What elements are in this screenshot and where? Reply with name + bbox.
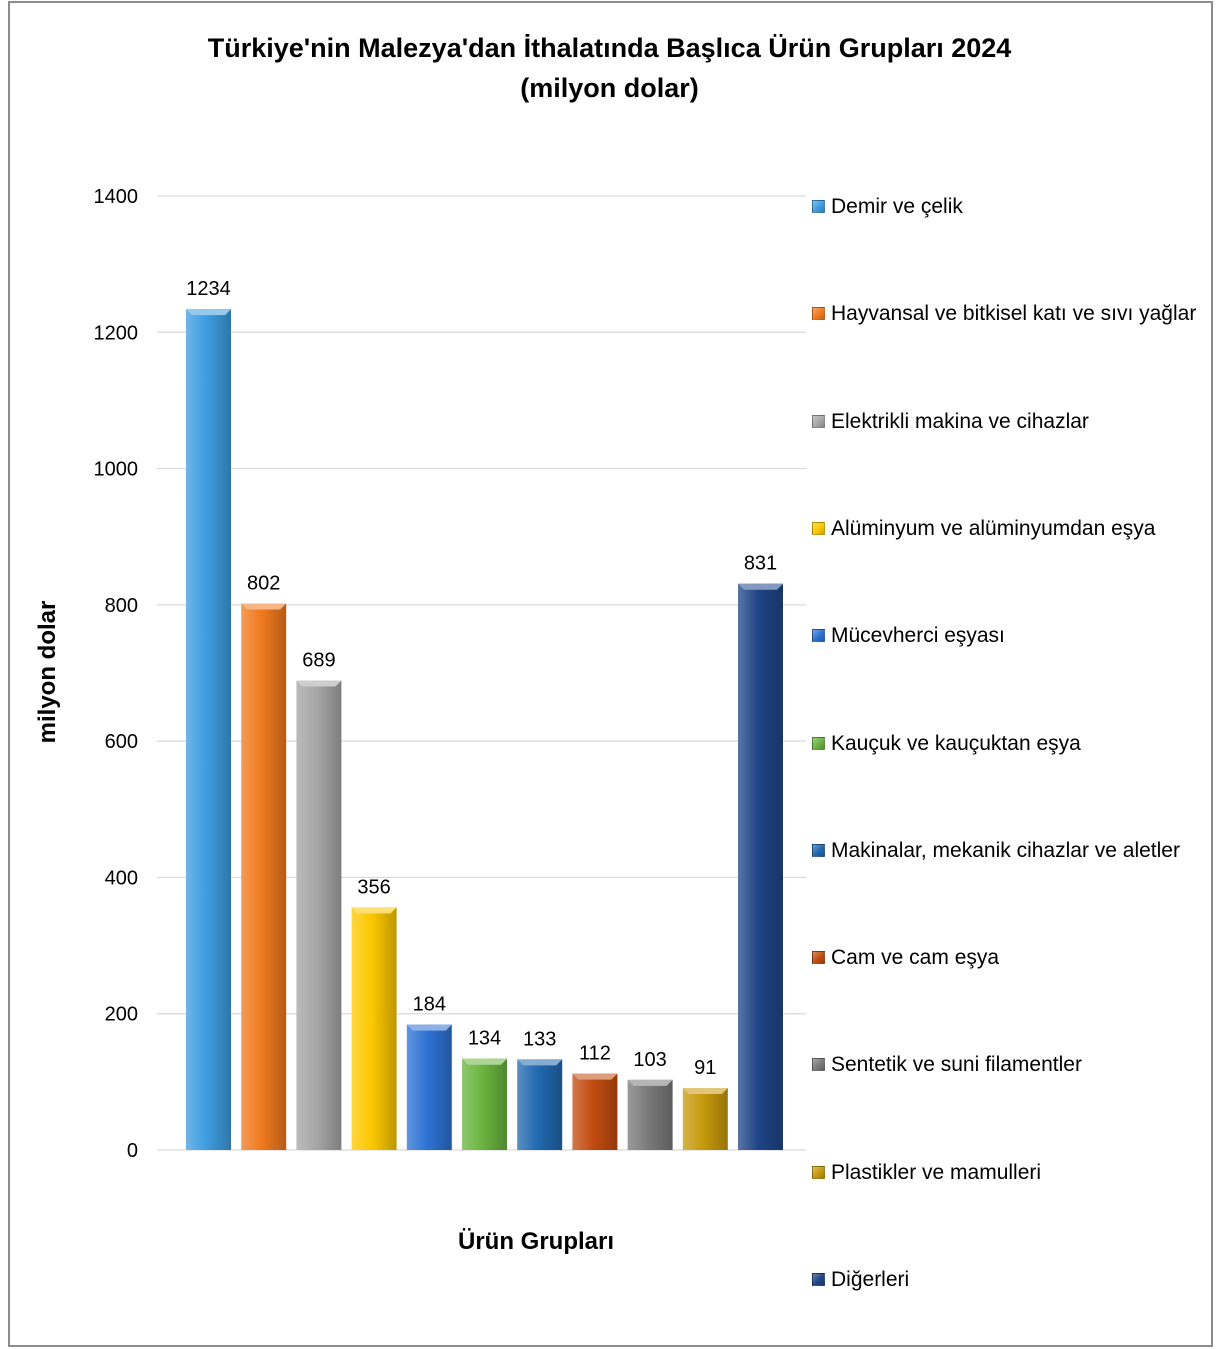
data-label: 133 (523, 1028, 556, 1050)
legend-item: Diğerleri (812, 1263, 1197, 1296)
legend-swatch (812, 951, 825, 965)
legend-label: Diğerleri (831, 1268, 910, 1291)
bar-5 (406, 1024, 452, 1150)
legend-label: Hayvansal ve bitkisel katı ve sıvı yağla… (831, 302, 1197, 326)
y-tick-label: 1000 (94, 459, 139, 481)
legend-label: Makinalar, mekanik cihazlar ve aletler (831, 838, 1180, 862)
bar-11 (738, 583, 783, 1150)
bar-7 (517, 1059, 563, 1150)
data-label: 356 (357, 876, 390, 898)
legend-swatch (812, 307, 825, 321)
bar-bevel (351, 907, 397, 914)
legend-item: Cam ve cam eşya (812, 941, 1197, 974)
legend-item: Kauçuk ve kauçuktan eşya (812, 727, 1197, 760)
chart-title: Türkiye'nin Malezya'dan İthalatında Başl… (0, 28, 1219, 108)
bar-9 (627, 1079, 673, 1150)
data-label: 91 (694, 1057, 716, 1079)
data-label: 831 (744, 553, 777, 575)
legend-item: Elektrikli makina ve cihazlar (812, 405, 1197, 438)
legend-label: Kauçuk ve kauçuktan eşya (831, 731, 1081, 755)
data-label: 689 (302, 649, 335, 671)
legend-swatch (812, 843, 825, 857)
legend-swatch (812, 1273, 825, 1286)
bar-10 (682, 1087, 728, 1150)
chart-title-line-1: Türkiye'nin Malezya'dan İthalatında Başl… (207, 33, 1012, 63)
data-label: 112 (579, 1043, 611, 1065)
bar-bevel (462, 1058, 507, 1065)
legend-swatch (812, 521, 825, 535)
data-label: 103 (633, 1049, 666, 1071)
y-axis-ticks: 0 200 400 600 800 1000 1200 1400 (94, 186, 139, 1162)
bars (186, 309, 783, 1150)
legend-item: Mücevherci eşyası (812, 619, 1197, 652)
bar-bevel (517, 1059, 563, 1066)
legend-swatch (812, 629, 825, 643)
y-tick-label: 600 (105, 731, 138, 753)
data-label: 1234 (186, 278, 231, 300)
y-tick-label: 1200 (94, 322, 139, 344)
legend-swatch (812, 200, 825, 213)
bar-bevel (572, 1073, 618, 1080)
y-tick-label: 800 (105, 595, 138, 617)
legend-label: Elektrikli makina ve cihazlar (831, 409, 1089, 433)
legend-label: Plastikler ve mamulleri (831, 1160, 1042, 1184)
legend-item: Makinalar, mekanik cihazlar ve aletler (812, 834, 1197, 867)
bar-1 (186, 309, 231, 1150)
data-labels: 1234 802 689 356 184 134 133 112 103 91 831 (186, 278, 777, 1079)
x-axis-title: Ürün Grupları (457, 1228, 615, 1255)
chart-title-line-2: (milyon dolar) (520, 73, 699, 103)
bar-bevel (296, 680, 342, 687)
data-label: 802 (247, 572, 280, 594)
bar-bevel (186, 309, 231, 316)
legend-item: Hayvansal ve bitkisel katı ve sıvı yağla… (812, 297, 1197, 330)
legend-swatch (812, 736, 825, 750)
legend-label: Mücevherci eşyası (831, 624, 1005, 648)
legend-item: Alüminyum ve alüminyumdan eşya (812, 512, 1197, 545)
legend-item: Sentetik ve suni filamentler (812, 1048, 1197, 1081)
legend-label: Alüminyum ve alüminyumdan eşya (831, 516, 1156, 540)
bar-6 (462, 1058, 507, 1150)
legend-item: Plastikler ve mamulleri (812, 1156, 1197, 1189)
bar-8 (572, 1073, 618, 1150)
bar-bevel (627, 1079, 673, 1086)
bar-bevel (241, 603, 287, 610)
bar-2 (241, 603, 287, 1150)
y-tick-label: 1400 (94, 186, 139, 208)
data-label: 184 (413, 994, 446, 1016)
bar-3 (296, 680, 342, 1150)
legend-label: Cam ve cam eşya (831, 946, 1000, 970)
y-tick-label: 200 (105, 1004, 138, 1026)
y-tick-label: 400 (105, 867, 138, 889)
legend-swatch (812, 414, 825, 428)
data-label: 134 (468, 1028, 501, 1050)
bar-4 (351, 907, 397, 1150)
legend-label: Demir ve çelik (831, 195, 963, 218)
legend-label: Sentetik ve suni filamentler (831, 1053, 1082, 1077)
bar-bevel (738, 583, 783, 590)
bar-bevel (406, 1024, 452, 1031)
legend-swatch (812, 1165, 825, 1179)
legend-item: Demir ve çelik (812, 190, 1197, 223)
bar-bevel (682, 1087, 728, 1094)
legend-swatch (812, 1058, 825, 1072)
y-tick-label: 0 (127, 1140, 138, 1162)
